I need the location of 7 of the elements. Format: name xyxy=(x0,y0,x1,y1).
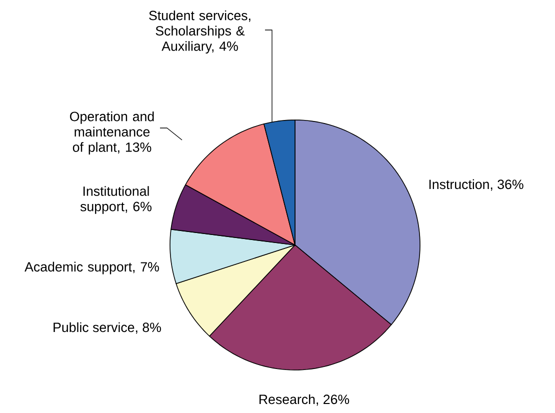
legend-label: Operation and maintenance of plant, 13% xyxy=(70,111,154,155)
slice-label: Research, 26% xyxy=(260,394,350,406)
slice-label: Instruction, 36% xyxy=(429,179,524,191)
slice-label: Public service, 8% xyxy=(54,322,161,334)
slice-label: Academic support, 7% xyxy=(24,262,159,274)
slice-label: Student services, Scholarships & Auxiliary, 4% xyxy=(149,10,250,54)
slice-label: Institutional support, 6% xyxy=(80,186,152,214)
